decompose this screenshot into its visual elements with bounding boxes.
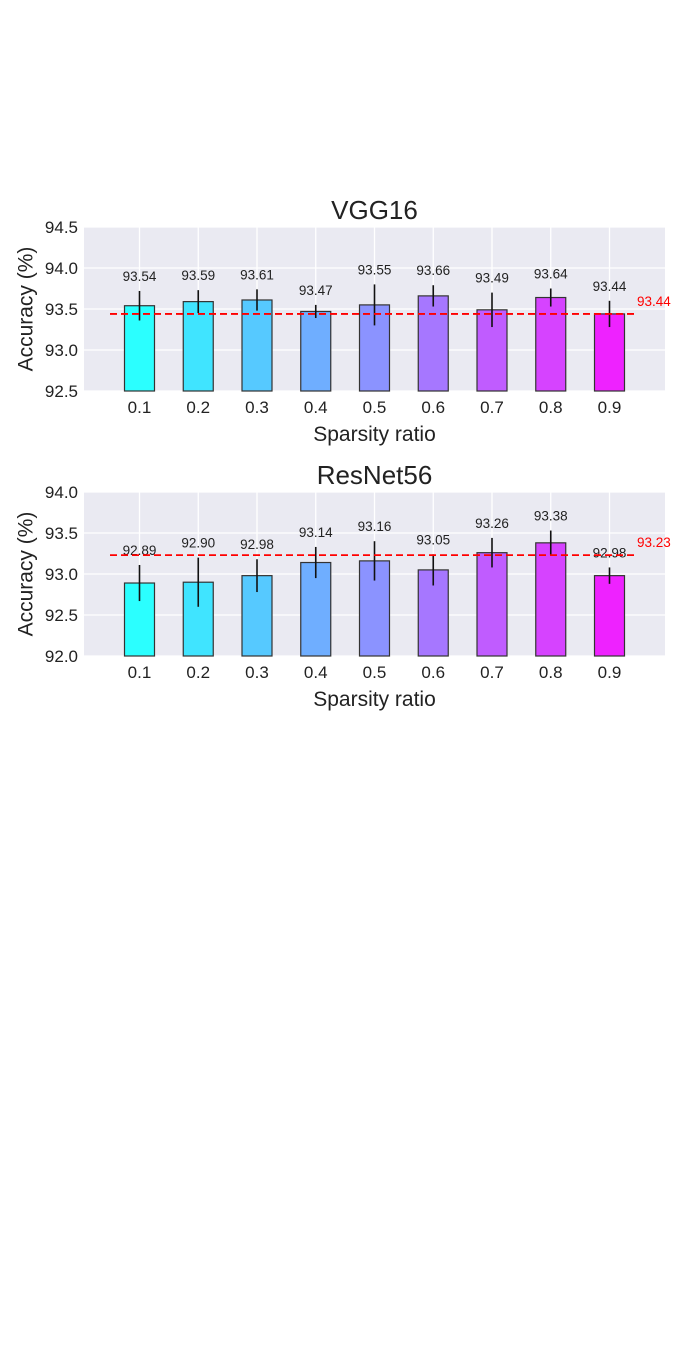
data-label: 93.59 <box>181 268 215 283</box>
x-tick-label: 0.3 <box>245 663 269 682</box>
data-label: 93.61 <box>240 267 274 282</box>
bar <box>241 299 273 392</box>
data-label: 93.66 <box>416 263 450 278</box>
bar <box>241 575 273 657</box>
baseline-label: 93.44 <box>637 294 671 309</box>
data-label: 93.47 <box>299 283 333 298</box>
data-label: 92.98 <box>240 537 274 552</box>
x-tick-label: 0.9 <box>598 398 622 417</box>
x-axis-ticks: 0.1 0.2 0.3 0.4 0.5 0.6 0.7 0.8 0.9 <box>128 398 622 417</box>
data-label: 93.49 <box>475 271 509 286</box>
y-tick-label: 93.5 <box>45 524 78 543</box>
x-tick-label: 0.5 <box>363 398 387 417</box>
x-tick-label: 0.6 <box>421 398 445 417</box>
data-label: 93.05 <box>416 532 450 547</box>
data-label: 93.14 <box>299 525 333 540</box>
x-tick-label: 0.1 <box>128 398 152 417</box>
y-axis-ticks: 92.5 93.0 93.5 94.0 94.5 <box>45 218 78 401</box>
y-tick-label: 92.5 <box>45 382 78 401</box>
bar <box>300 310 332 392</box>
error-bars <box>138 284 611 328</box>
x-tick-label: 0.5 <box>363 663 387 682</box>
data-labels: 92.89 92.90 92.98 93.14 93.16 93.05 93.26 93.38… <box>123 509 627 561</box>
x-tick-label: 0.8 <box>539 398 563 417</box>
x-tick-label: 0.2 <box>186 398 210 417</box>
data-label: 92.89 <box>123 543 157 558</box>
y-tick-label: 92.5 <box>45 606 78 625</box>
chart-title: ResNet56 <box>317 460 433 490</box>
y-tick-label: 94.5 <box>45 218 78 237</box>
data-labels: 93.54 93.59 93.61 93.47 93.55 93.66 93.49 93.64… <box>123 262 627 298</box>
y-axis-label: Accuracy (%) <box>15 247 38 372</box>
bar <box>535 542 567 657</box>
x-tick-label: 0.3 <box>245 398 269 417</box>
x-tick-label: 0.9 <box>598 663 622 682</box>
bar <box>535 296 567 392</box>
x-tick-label: 0.7 <box>480 398 504 417</box>
chart-panel-vgg16: 92.593.093.594.094.5 0.1 0.2 0.3 0.4 0.5 0.6 0… <box>15 195 672 446</box>
data-label: 93.54 <box>123 269 157 284</box>
y-tick-label: 93.0 <box>45 341 78 360</box>
data-label: 93.44 <box>593 279 627 294</box>
y-tick-label: 94.0 <box>45 483 78 502</box>
y-tick-label: 93.0 <box>45 565 78 584</box>
bar <box>593 575 626 657</box>
x-tick-label: 0.4 <box>304 663 328 682</box>
data-label: 92.90 <box>181 536 215 551</box>
data-label: 93.55 <box>358 262 392 277</box>
y-tick-label: 94.0 <box>45 259 78 278</box>
x-axis-ticks: 0.1 0.2 0.3 0.4 0.5 0.6 0.7 0.8 0.9 <box>128 663 622 682</box>
data-label: 93.16 <box>358 519 392 534</box>
data-label: 93.26 <box>475 516 509 531</box>
bar <box>182 301 214 392</box>
error-bars <box>138 530 611 607</box>
y-tick-label: 93.5 <box>45 300 78 319</box>
chart-panel-resnet56: 92.092.593.093.594.0 0.1 0.2 0.3 0.4 0.5 0.6 0… <box>15 460 671 711</box>
y-tick-label: 92.0 <box>45 647 78 666</box>
x-tick-label: 0.4 <box>304 398 328 417</box>
y-axis-ticks: 92.0 92.5 93.0 93.5 94.0 <box>45 483 78 666</box>
x-tick-label: 0.2 <box>186 663 210 682</box>
x-tick-label: 0.8 <box>539 663 563 682</box>
x-axis-label: Sparsity ratio <box>313 688 436 711</box>
data-label: 93.64 <box>534 267 568 282</box>
bar-series <box>123 295 626 392</box>
bar <box>476 552 508 657</box>
chart-title: VGG16 <box>331 195 418 225</box>
x-tick-label: 0.1 <box>128 663 152 682</box>
baseline-label: 93.23 <box>637 535 671 550</box>
y-axis-label: Accuracy (%) <box>15 512 38 637</box>
x-tick-label: 0.7 <box>480 663 504 682</box>
x-axis-label: Sparsity ratio <box>313 423 436 446</box>
x-tick-label: 0.6 <box>421 663 445 682</box>
data-label: 93.38 <box>534 509 568 524</box>
data-label: 92.98 <box>593 545 627 560</box>
bar <box>417 295 449 392</box>
